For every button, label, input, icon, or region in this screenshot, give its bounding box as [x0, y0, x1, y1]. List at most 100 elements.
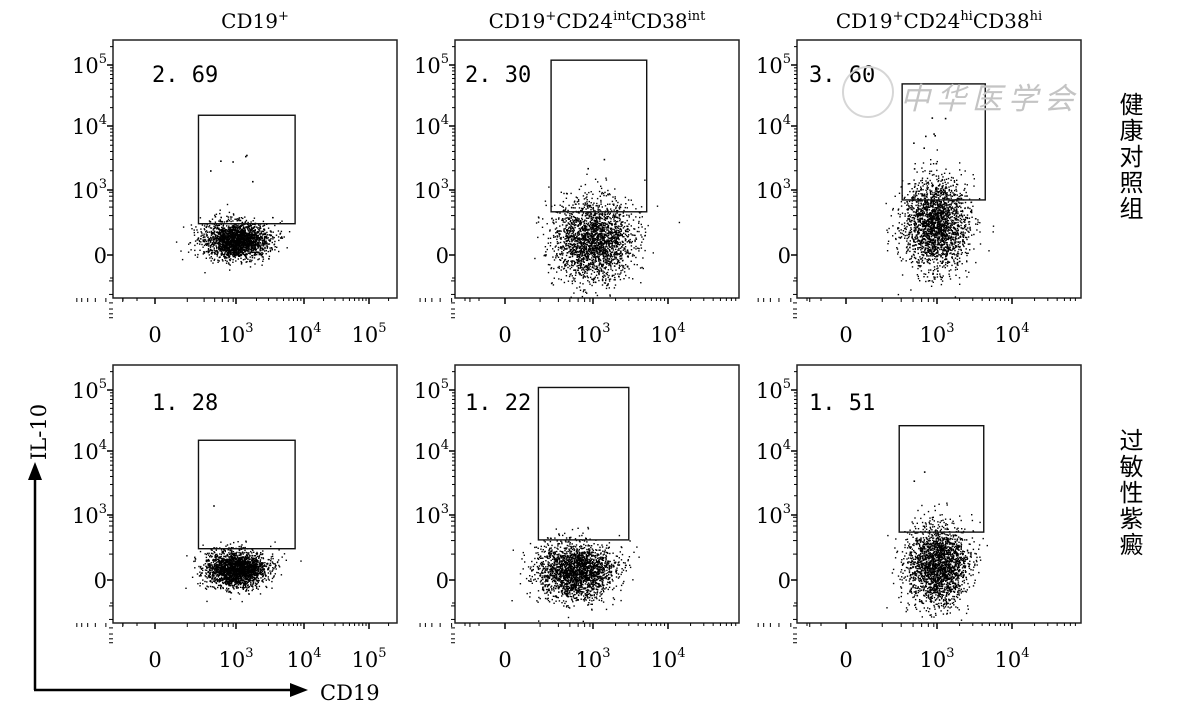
event-dot: [603, 194, 605, 197]
event-dot: [590, 241, 592, 243]
event-dot: [619, 206, 622, 209]
event-dot: [572, 211, 574, 214]
column-title: CD19+CD24hiCD38hi: [836, 9, 1042, 33]
event-dot: [558, 230, 560, 233]
event-dot: [225, 251, 227, 253]
event-dot: [234, 244, 236, 247]
event-dot: [575, 259, 578, 261]
event-dot: [576, 238, 579, 240]
event-dot: [226, 249, 228, 252]
event-dot: [940, 240, 942, 242]
event-dot: [599, 230, 601, 232]
event-dot: [279, 233, 281, 235]
event-dot: [618, 249, 620, 251]
event-dot: [615, 216, 618, 219]
event-dot: [228, 251, 230, 253]
event-dot: [584, 234, 587, 236]
event-dot: [574, 239, 576, 241]
event-dot: [585, 217, 588, 219]
event-dot: [612, 215, 614, 217]
event-dot: [609, 278, 612, 280]
event-dot: [595, 222, 597, 224]
event-dot: [895, 237, 897, 240]
event-dot: [573, 292, 575, 294]
event-dot: [207, 248, 210, 251]
event-dot: [564, 248, 566, 250]
event-dot: [259, 248, 261, 250]
event-dot: [613, 231, 616, 233]
event-dot: [582, 271, 584, 274]
event-dot: [604, 261, 607, 263]
event-dot: [912, 207, 914, 209]
event-dot: [261, 247, 263, 249]
event-dot: [249, 225, 251, 227]
event-dot: [217, 236, 219, 238]
event-dot: [601, 264, 603, 267]
event-dot: [917, 264, 920, 267]
event-dot: [613, 274, 615, 277]
event-dot: [238, 234, 240, 236]
event-dot: [597, 237, 600, 240]
event-dot: [225, 244, 227, 246]
event-dot: [617, 236, 619, 239]
event-dot: [945, 204, 947, 207]
event-dot: [225, 256, 227, 258]
event-dot: [535, 222, 538, 224]
event-dot: [197, 238, 199, 240]
event-dot: [635, 237, 637, 239]
event-dot: [569, 249, 571, 251]
event-dot: [242, 234, 244, 237]
event-dot: [577, 200, 580, 202]
event-dot: [248, 242, 250, 245]
event-dot: [914, 185, 916, 187]
event-dot: [952, 248, 954, 250]
event-dot: [572, 219, 574, 221]
event-dot: [257, 234, 259, 236]
event-dot: [249, 244, 251, 246]
event-dot: [243, 235, 245, 238]
event-dot: [197, 237, 200, 239]
event-dot: [585, 248, 587, 250]
event-dot: [565, 220, 567, 222]
event-dot: [604, 241, 606, 244]
event-dot: [210, 260, 212, 262]
event-dot: [222, 230, 224, 232]
event-dot: [598, 264, 600, 267]
event-dot: [249, 240, 251, 242]
event-dot: [217, 227, 219, 229]
event-dot: [212, 229, 214, 231]
event-dot: [583, 236, 585, 239]
event-dot: [260, 247, 262, 250]
event-dot: [609, 253, 612, 255]
event-dot: [200, 235, 202, 237]
event-dot: [229, 269, 231, 271]
event-dot: [235, 249, 238, 251]
event-dot: [609, 261, 611, 263]
event-dot: [594, 261, 596, 263]
event-dot: [612, 203, 614, 205]
event-dot: [598, 257, 600, 259]
event-dot: [269, 239, 271, 241]
event-dot: [257, 247, 259, 249]
event-dot: [628, 242, 631, 244]
event-dot: [602, 222, 605, 224]
event-dot: [589, 250, 591, 253]
event-dot: [243, 237, 245, 239]
column-title-marker: CD24: [904, 9, 961, 33]
event-dot: [219, 249, 221, 252]
event-dot: [245, 255, 247, 257]
event-dot: [560, 230, 562, 232]
event-dot: [599, 262, 602, 264]
event-dot: [557, 230, 559, 232]
event-dot: [241, 251, 243, 253]
event-dot: [579, 257, 581, 259]
event-dot: [244, 245, 246, 247]
event-dot: [571, 261, 573, 263]
event-dot: [577, 262, 579, 264]
event-dot: [596, 217, 599, 219]
event-dot: [204, 229, 206, 231]
event-dot: [250, 248, 252, 251]
event-dot: [597, 235, 599, 237]
event-dot: [569, 214, 571, 217]
